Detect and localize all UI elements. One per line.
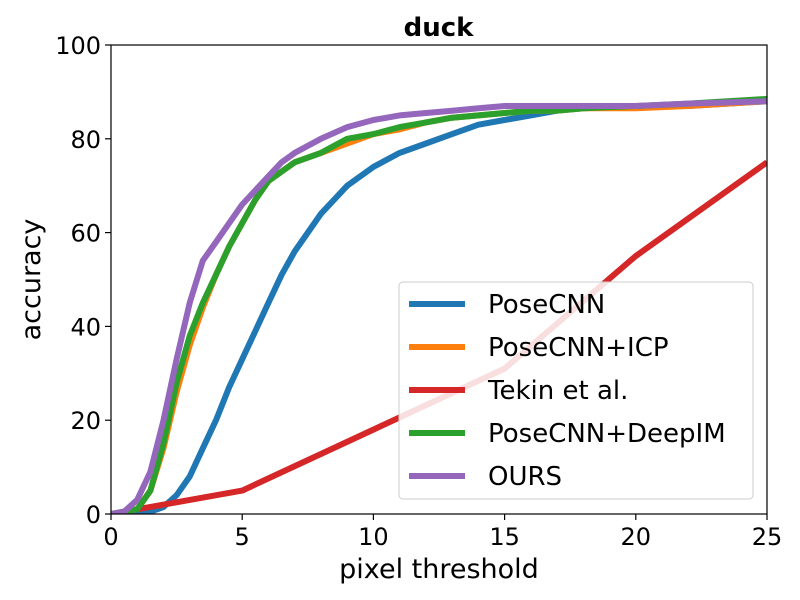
- x-tick-label: 10: [358, 523, 389, 551]
- x-axis-label: pixel threshold: [339, 554, 539, 585]
- ticks-layer: 0 5 10 15 20 25 0 20 40 60 80 100: [55, 32, 782, 551]
- series-line-0: [111, 98, 767, 514]
- y-tick-label: 80: [70, 126, 101, 154]
- legend-label-1: PoseCNN+ICP: [488, 333, 669, 363]
- legend-label-2: Tekin et al.: [487, 376, 628, 406]
- legend: PoseCNN PoseCNN+ICP Tekin et al. PoseCNN+De…: [398, 281, 754, 500]
- legend-label-3: PoseCNN+DeepIM: [488, 419, 726, 449]
- chart-title: duck: [404, 13, 475, 43]
- y-axis-label: accuracy: [16, 219, 47, 341]
- series-line-4: [111, 98, 767, 514]
- x-tick-label: 5: [235, 523, 250, 551]
- y-tick-label: 100: [55, 32, 101, 60]
- series-line-3: [111, 95, 767, 514]
- series-layer: [111, 95, 767, 514]
- legend-label-0: PoseCNN: [488, 290, 605, 320]
- x-tick-label: 15: [489, 523, 520, 551]
- plot-frame: [110, 44, 768, 515]
- legend-box: [398, 281, 754, 500]
- x-tick-label: 20: [621, 523, 652, 551]
- x-tick-label: 0: [103, 523, 118, 551]
- y-tick-label: 20: [70, 407, 101, 435]
- legend-label-4: OURS: [488, 462, 562, 492]
- y-tick-label: 0: [86, 501, 101, 529]
- x-tick-label: 25: [752, 523, 783, 551]
- y-tick-label: 60: [70, 220, 101, 248]
- y-tick-label: 40: [70, 313, 101, 341]
